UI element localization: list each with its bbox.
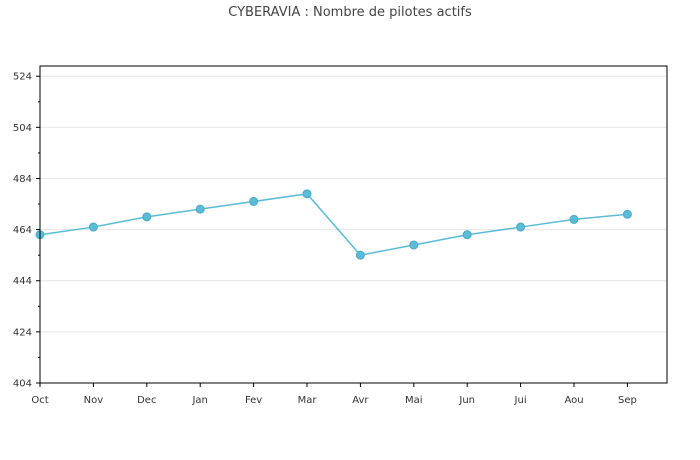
x-axis: Oct Nov Dec Jan Fev Mar Avr Mai Jun Jui Aou Sep [31, 383, 637, 406]
x-tick-label: Sep [618, 395, 637, 406]
x-tick-label: Jun [458, 395, 475, 406]
y-tick-label: 424 [13, 327, 32, 338]
y-tick-label: 524 [13, 72, 32, 83]
chart-title: CYBERAVIA : Nombre de pilotes actifs [228, 5, 472, 20]
x-tick-label: Nov [84, 395, 104, 406]
y-axis: 404 424 444 464 484 504 524 [13, 72, 40, 390]
series-line [39, 193, 628, 256]
series-group [35, 189, 632, 260]
x-tick-label: Jui [514, 395, 527, 406]
data-point [302, 189, 312, 199]
x-tick-label: Mar [298, 395, 318, 406]
x-tick-label: Aou [564, 395, 583, 406]
data-point [622, 209, 632, 219]
data-point [569, 214, 579, 224]
x-tick-label: Dec [137, 395, 156, 406]
data-point [355, 250, 365, 260]
x-tick-label: Avr [352, 395, 369, 406]
data-point [88, 222, 98, 232]
data-point [462, 230, 472, 240]
data-point [249, 196, 259, 206]
data-point [409, 240, 419, 250]
x-tick-label: Fev [245, 395, 262, 406]
x-tick-label: Jan [191, 395, 207, 406]
data-point [195, 204, 205, 214]
y-tick-label: 484 [13, 174, 32, 185]
y-tick-label: 444 [13, 276, 32, 287]
gridlines [40, 75, 667, 333]
data-point [516, 222, 526, 232]
plot-frame [39, 65, 668, 384]
x-tick-label: Oct [31, 395, 48, 406]
y-tick-label: 404 [13, 379, 32, 390]
y-tick-label: 504 [13, 123, 32, 134]
data-point [142, 212, 152, 222]
x-tick-label: Mai [405, 395, 423, 406]
y-tick-label: 464 [13, 225, 32, 236]
